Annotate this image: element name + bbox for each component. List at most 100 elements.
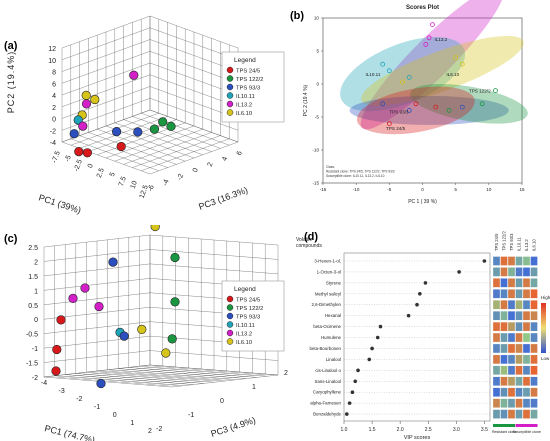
c-ztick-label: 0 bbox=[220, 398, 224, 405]
d-heatmap-cell bbox=[500, 365, 508, 375]
d-color-scale-bar bbox=[541, 303, 546, 353]
b-point-tps-24-5 bbox=[413, 101, 419, 107]
b-annotation-line: Susceptible clone: IL10.11, IL13.2, IL6.… bbox=[326, 174, 385, 178]
a-ytick-label: 8 bbox=[52, 70, 56, 77]
d-heatmap-cell bbox=[530, 300, 538, 310]
b-plot-frame bbox=[322, 17, 523, 184]
c-legend-title: Legend bbox=[234, 286, 256, 293]
d-heatmap-cell bbox=[522, 409, 531, 419]
a-ytick-label: 4 bbox=[52, 93, 56, 100]
c-xtick-label: -2 bbox=[76, 396, 82, 403]
a-legend-swatch-il13-2 bbox=[226, 100, 234, 108]
c-xtick-label: -3 bbox=[59, 388, 65, 395]
c-ytick-label: 0.5 bbox=[28, 303, 38, 310]
d-xtick-label: 3.5 bbox=[481, 427, 488, 433]
b-point-tps-122-2 bbox=[479, 101, 485, 107]
d-heatmap-cell bbox=[515, 409, 523, 419]
a-xtick-label: 7.5 bbox=[118, 176, 128, 188]
d-heatmap-cell bbox=[515, 387, 523, 397]
a-xtick-label: 2.5 bbox=[96, 167, 106, 179]
a-wall-line bbox=[61, 51, 151, 84]
a-wall-line bbox=[61, 98, 151, 131]
a-legend-label-il10-11: IL10.11 bbox=[236, 94, 255, 100]
b-point-il6-10 bbox=[453, 55, 459, 60]
d-heatmap-cell bbox=[507, 354, 516, 365]
panel-b-label: (b) bbox=[290, 10, 305, 22]
a-legend-label-tps-93-3: TPS 93/3 bbox=[236, 86, 260, 92]
c-ytick-label: 2.5 bbox=[28, 245, 38, 252]
a-point-tps-93-3 bbox=[69, 129, 79, 139]
b-point-il13-2 bbox=[426, 35, 432, 41]
c-point-il6-10 bbox=[137, 324, 147, 334]
d-category-label-3-hexen-1-ol: 3-Hexen-1-ol, bbox=[314, 259, 341, 264]
a-legend-swatch-tps-122-2 bbox=[226, 75, 234, 82]
c-legend-swatch-il13-2 bbox=[226, 329, 234, 337]
b-xtick-label: -5 bbox=[387, 187, 392, 192]
b-point-il13-2 bbox=[430, 22, 435, 28]
c-ztick-label: -2 bbox=[156, 426, 162, 433]
d-heatmap-cell bbox=[530, 278, 538, 288]
d-heatmap-col-label-tps-24-5: TPS 24/5 bbox=[494, 233, 499, 251]
d-vip-point-beta-ocimene bbox=[378, 324, 383, 329]
c-wall-line bbox=[43, 263, 151, 277]
d-heatmap-cell bbox=[530, 289, 538, 299]
d-vip-point-alpha-farnesen bbox=[347, 401, 352, 405]
d-category-label-1-octen-3-ol: 1-Octen-3-ol bbox=[317, 269, 341, 274]
d-vip-point-beta-bourbonen bbox=[370, 346, 374, 351]
d-heatmap-cell bbox=[515, 343, 523, 354]
d-heatmap-cell bbox=[507, 376, 516, 386]
d-category-label-benzaldehyde: Benzaldehyde bbox=[313, 412, 341, 417]
d-heatmap-col-label-il10-11: IL10.11 bbox=[516, 237, 521, 251]
d-category-label-hexanal: Hexanal bbox=[325, 313, 341, 318]
c-ztick-label: 1 bbox=[252, 384, 256, 391]
a-point-tps-122-2 bbox=[149, 124, 159, 134]
c-ztick-label: -1 bbox=[188, 412, 194, 419]
d-vip-point-linalool bbox=[367, 357, 372, 362]
a-legend-swatch-il6-10 bbox=[226, 109, 234, 116]
b-point-il10-11 bbox=[380, 61, 386, 67]
d-group-bar-resistant bbox=[493, 424, 515, 427]
d-vip-point-3-hexen-1-ol bbox=[482, 259, 487, 263]
a-xtick-label: -2.5 bbox=[73, 159, 84, 173]
d-heatmap-cell bbox=[500, 332, 508, 343]
c-floor-line bbox=[75, 373, 204, 384]
c-legend-label-tps-24-5: TPS 24/5 bbox=[236, 298, 260, 304]
c-floor-line bbox=[171, 374, 279, 388]
d-heatmap-cell bbox=[492, 387, 501, 397]
a-wall-line bbox=[61, 74, 151, 107]
d-heatmap-cell bbox=[530, 365, 538, 375]
d-heatmap-cell bbox=[492, 321, 501, 332]
d-heatmap-cell bbox=[507, 289, 516, 299]
c-point-il13-2 bbox=[80, 283, 90, 293]
a-floor-line bbox=[97, 129, 186, 162]
d-heatmap-cell bbox=[515, 321, 523, 332]
c-wall-line bbox=[149, 263, 279, 275]
b-confidence-ellipse-il132 bbox=[360, 0, 505, 130]
b-annotation-line: Resistant clone: TPS 24/5, TPS 122/2, TP… bbox=[326, 170, 395, 174]
d-heatmap-cell bbox=[507, 267, 516, 277]
a-point-tps-122-2 bbox=[158, 117, 168, 127]
a-ylabel: PC2 (19.4%) bbox=[6, 51, 16, 114]
b-group-label-tps-24-5: TPS 24/5 bbox=[386, 126, 406, 131]
c-floor-line bbox=[86, 372, 215, 383]
c-point-il13-2 bbox=[68, 293, 78, 303]
d-heatmap-cell bbox=[515, 365, 523, 375]
d-category-label-methyl-salicyl: Methyl salicyl bbox=[315, 291, 341, 296]
b-confidence-ellipse-tps245 bbox=[356, 86, 475, 135]
a-floor-line bbox=[149, 141, 239, 175]
a-legend-label-tps-122-2: TPS 122/2 bbox=[236, 77, 263, 83]
d-heatmap-cell bbox=[507, 365, 516, 375]
d-group-bar-susceptible bbox=[515, 424, 538, 427]
d-heatmap-cell bbox=[500, 256, 508, 266]
b-ytick-label: 10 bbox=[314, 16, 320, 21]
b-confidence-ellipse-il610 bbox=[361, 35, 524, 106]
a-xtick-label: 10 bbox=[130, 180, 139, 190]
d-heatmap-cell bbox=[530, 376, 538, 386]
c-wall-line bbox=[149, 234, 279, 246]
d-vip-point-2-6-dimethylen bbox=[415, 302, 419, 307]
d-category-label-humulene: Humulene bbox=[321, 335, 342, 340]
a-ytick-label: 0 bbox=[52, 117, 56, 124]
c-ytick-label: 1 bbox=[34, 288, 38, 295]
d-heatmap-cell bbox=[492, 278, 501, 288]
